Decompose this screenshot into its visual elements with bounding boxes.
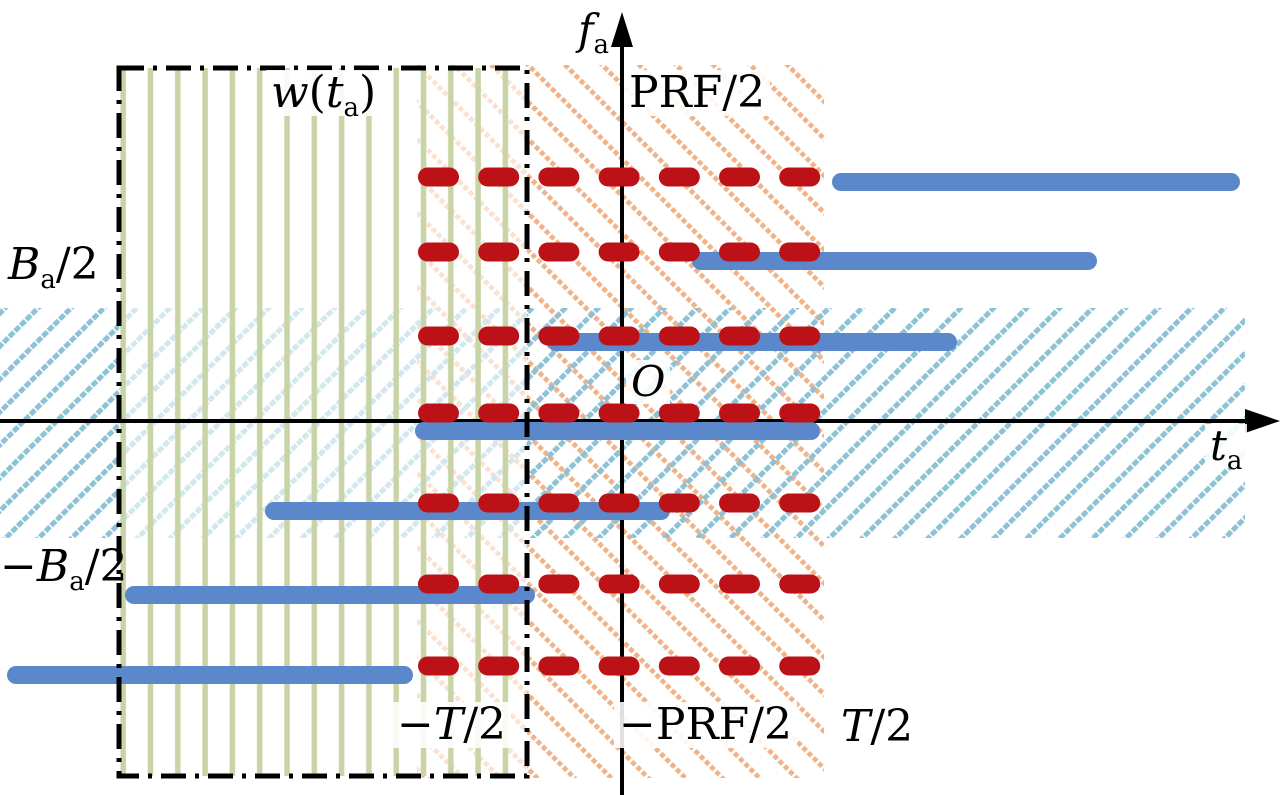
red-dash (538, 242, 580, 262)
red-dashed-replica-row (418, 403, 821, 423)
x-axis-var: t (1210, 421, 1227, 470)
red-dash (478, 326, 520, 346)
origin-text: O (631, 357, 666, 406)
red-dash (538, 493, 580, 513)
red-dash (779, 403, 821, 423)
red-dash (658, 326, 700, 346)
red-dash (658, 167, 700, 187)
red-dash (719, 326, 760, 346)
red-dash (658, 403, 700, 423)
x-axis-arrow (1245, 409, 1280, 433)
red-dash (779, 493, 821, 513)
red-dash (598, 574, 640, 594)
neg-ba-half-label: −Ba/2 (0, 541, 128, 598)
signal-lines (7, 167, 1240, 684)
red-dash (418, 326, 459, 346)
red-dash (478, 167, 520, 187)
red-dash (478, 574, 520, 594)
red-dashed-replica-row (418, 326, 821, 346)
red-dash (779, 326, 821, 346)
red-dash (418, 167, 459, 187)
red-dash (779, 242, 821, 262)
red-dash (779, 574, 821, 594)
red-dash (418, 242, 459, 262)
red-dash (598, 242, 640, 262)
neg-prf-half-label: −PRF/2 (614, 701, 797, 749)
window-box-outline (116, 65, 530, 779)
prf-half-label: PRF/2 (624, 69, 771, 117)
x-axis-label: ta (1205, 421, 1248, 474)
red-dashed-replica-row (418, 574, 821, 594)
red-dash (598, 403, 640, 423)
window-box-border (116, 65, 530, 779)
red-dash (719, 242, 760, 262)
y-axis-arrow (611, 12, 633, 47)
red-dash (538, 656, 580, 676)
red-dash (719, 493, 760, 513)
red-dash (719, 167, 760, 187)
neg-t-half-label: −T/2 (392, 701, 512, 749)
red-dashed-replica-row (418, 167, 821, 187)
red-dash (598, 493, 640, 513)
red-dash (478, 493, 520, 513)
red-dash (538, 167, 580, 187)
y-axis-var: f (578, 5, 594, 54)
red-dash (478, 242, 520, 262)
red-dash (478, 656, 520, 676)
red-dash (538, 403, 580, 423)
red-dash (658, 242, 700, 262)
red-dash (719, 574, 760, 594)
red-dash (658, 574, 700, 594)
red-dash (719, 403, 760, 423)
red-dash (598, 326, 640, 346)
red-dash (418, 656, 459, 676)
blue-signal-segment (832, 173, 1240, 191)
origin-label: O (626, 357, 671, 406)
red-dash (418, 493, 459, 513)
red-dashed-replica-row (418, 656, 821, 676)
blue-signal-segment (125, 586, 535, 604)
blue-signal-segment (415, 422, 820, 440)
red-dash (658, 493, 700, 513)
red-dash (538, 574, 580, 594)
red-dash (719, 656, 760, 676)
red-dash (779, 167, 821, 187)
x-axis-sub: a (1226, 446, 1243, 477)
red-dash (658, 656, 700, 676)
red-dash (538, 326, 580, 346)
red-dash (598, 167, 640, 187)
blue-signal-segment (7, 666, 413, 684)
red-dashed-replica-row (418, 242, 821, 262)
red-dash (418, 574, 459, 594)
y-axis-sub: a (593, 30, 610, 61)
red-dash (779, 656, 821, 676)
t-half-label: T/2 (841, 701, 914, 752)
y-axis-label: fa (578, 5, 609, 58)
ba-half-label: Ba/2 (8, 239, 99, 296)
red-dash (478, 403, 520, 423)
red-dashed-replica-row (418, 493, 821, 513)
red-dash (598, 656, 640, 676)
red-dash (418, 403, 459, 423)
window-function-label: w(ta) (266, 69, 382, 121)
